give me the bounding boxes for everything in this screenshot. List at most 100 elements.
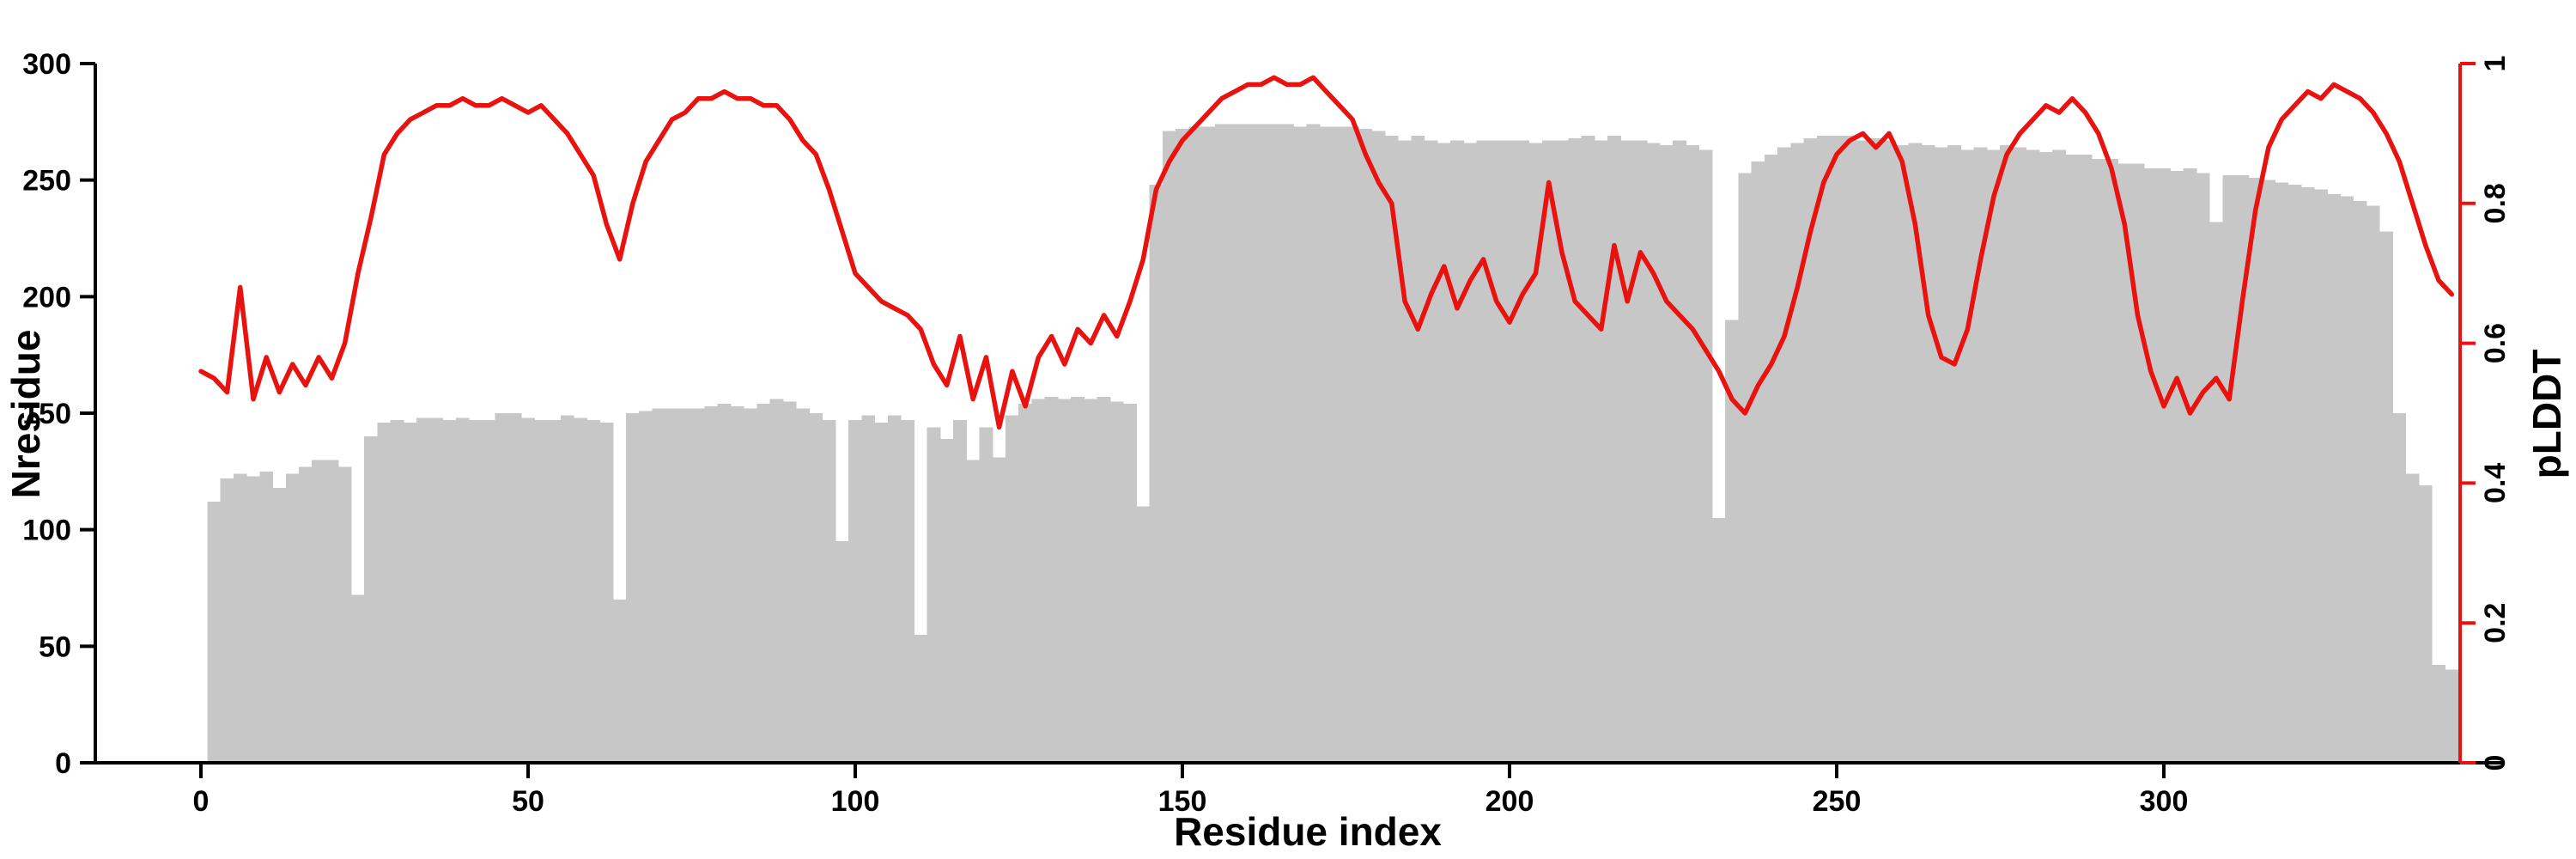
nresidue-bar [1686, 145, 1700, 763]
nresidue-bar [2117, 163, 2132, 763]
nresidue-bar [1646, 143, 1661, 764]
nresidue-bar [665, 408, 679, 763]
nresidue-bar [1228, 124, 1242, 763]
nresidue-bar [744, 408, 757, 763]
nresidue-bar [1973, 147, 1988, 763]
nresidue-bar [2418, 485, 2433, 763]
y-right-tick-label: 0.6 [2479, 323, 2512, 363]
nresidue-bar [1856, 140, 1870, 763]
nresidue-bar [1711, 518, 1726, 763]
y-left-tick-label: 0 [55, 747, 71, 780]
nresidue-bar [1960, 149, 1975, 763]
nresidue-bar [1830, 136, 1844, 764]
nresidue-bar [992, 457, 1006, 763]
nresidue-bar [2183, 168, 2197, 764]
nresidue-bar [2052, 149, 2066, 763]
nresidue-bar [312, 460, 325, 763]
nresidue-bar [1267, 124, 1281, 763]
nresidue-bar [1201, 126, 1216, 764]
nresidue-bar [1241, 124, 1255, 763]
nresidue-bar [469, 420, 483, 763]
y-right-axis-title: pLDDT [2524, 350, 2569, 479]
nresidue-bar [1057, 399, 1072, 763]
nresidue-bar [1044, 397, 1059, 763]
nresidue-bar [233, 473, 247, 763]
nresidue-bar [586, 420, 601, 763]
nresidue-bar [507, 413, 522, 763]
nresidue-bar [1895, 145, 1910, 763]
nresidue-bar [337, 466, 352, 763]
nresidue-bar [2000, 145, 2014, 763]
nresidue-bar [1005, 415, 1019, 763]
nresidue-bar [953, 420, 967, 763]
nresidue-bar [2262, 180, 2275, 763]
nresidue-bar [1214, 124, 1229, 763]
nresidue-bar [1698, 149, 1713, 763]
nresidue-bar [574, 417, 587, 763]
nresidue-bar [1306, 124, 1321, 763]
nresidue-bar [1987, 149, 2001, 763]
nresidue-bar [2340, 196, 2354, 763]
nresidue-bar [534, 420, 549, 763]
nresidue-bar [2143, 168, 2158, 764]
nresidue-bar [207, 502, 222, 763]
y-left-tick-label: 250 [22, 165, 71, 198]
nresidue-bar [1437, 143, 1451, 764]
nresidue-bar [756, 404, 771, 763]
nresidue-bar [1725, 320, 1739, 763]
nresidue-bar [1424, 140, 1438, 763]
nresidue-bar [1528, 143, 1543, 764]
nresidue-bar [1568, 137, 1583, 764]
nresidue-bar [1411, 136, 1425, 764]
x-tick-label: 250 [1813, 785, 1862, 818]
nresidue-bar [887, 415, 902, 763]
nresidue-bar [835, 541, 849, 763]
nresidue-bar [691, 408, 705, 763]
nresidue-bar [939, 438, 954, 763]
nresidue-bar [1333, 126, 1346, 764]
y-left-axis-title: Nresidue [3, 330, 48, 499]
nresidue-bar [809, 413, 823, 763]
nresidue-bar [874, 422, 889, 763]
nresidue-bar [1384, 136, 1399, 764]
nresidue-bar [272, 487, 287, 763]
nresidue-bar [1935, 147, 1948, 763]
y-right-tick-label: 0.4 [2479, 463, 2512, 503]
nresidue-bar [1071, 397, 1084, 763]
nresidue-bar [2209, 222, 2223, 763]
nresidue-bar [1476, 140, 1491, 763]
nresidue-bar [1136, 506, 1151, 763]
nresidue-bar [1109, 401, 1124, 763]
y-left-tick-label: 100 [22, 515, 71, 547]
y-right-tick-label: 0.2 [2479, 603, 2512, 643]
nresidue-bar [1581, 136, 1595, 764]
nresidue-bar [1450, 140, 1464, 763]
nresidue-bar [560, 415, 574, 763]
nresidue-bar [1346, 126, 1359, 764]
nresidue-bar [2353, 201, 2367, 764]
nresidue-bar [1633, 140, 1648, 763]
nresidue-bar [2300, 186, 2315, 764]
x-tick-label: 50 [512, 785, 544, 818]
nresidue-bar [1123, 404, 1137, 763]
nresidue-bar [1555, 140, 1569, 763]
nresidue-bar [1489, 140, 1504, 763]
plddt-line-layer [198, 75, 2455, 430]
nresidue-bar [730, 405, 744, 763]
nresidue-bar [2445, 669, 2459, 763]
y-left-tick-label: 300 [22, 48, 71, 81]
nresidue-bar [1673, 140, 1686, 763]
nresidue-bar [1868, 137, 1883, 764]
nresidue-bar [2287, 185, 2302, 764]
nresidue-bar [2038, 152, 2053, 764]
nresidue-bar [626, 413, 640, 763]
y-right-tick-label: 1 [2479, 56, 2512, 72]
nresidue-bar [2026, 149, 2040, 763]
nresidue-bar [442, 420, 457, 763]
nresidue-bar [2327, 193, 2341, 763]
nresidue-bar [901, 420, 914, 763]
nresidue-bar [1097, 397, 1111, 763]
nresidue-bar [1280, 124, 1294, 763]
nresidue-bar [364, 436, 378, 763]
nresidue-bar [246, 476, 260, 763]
